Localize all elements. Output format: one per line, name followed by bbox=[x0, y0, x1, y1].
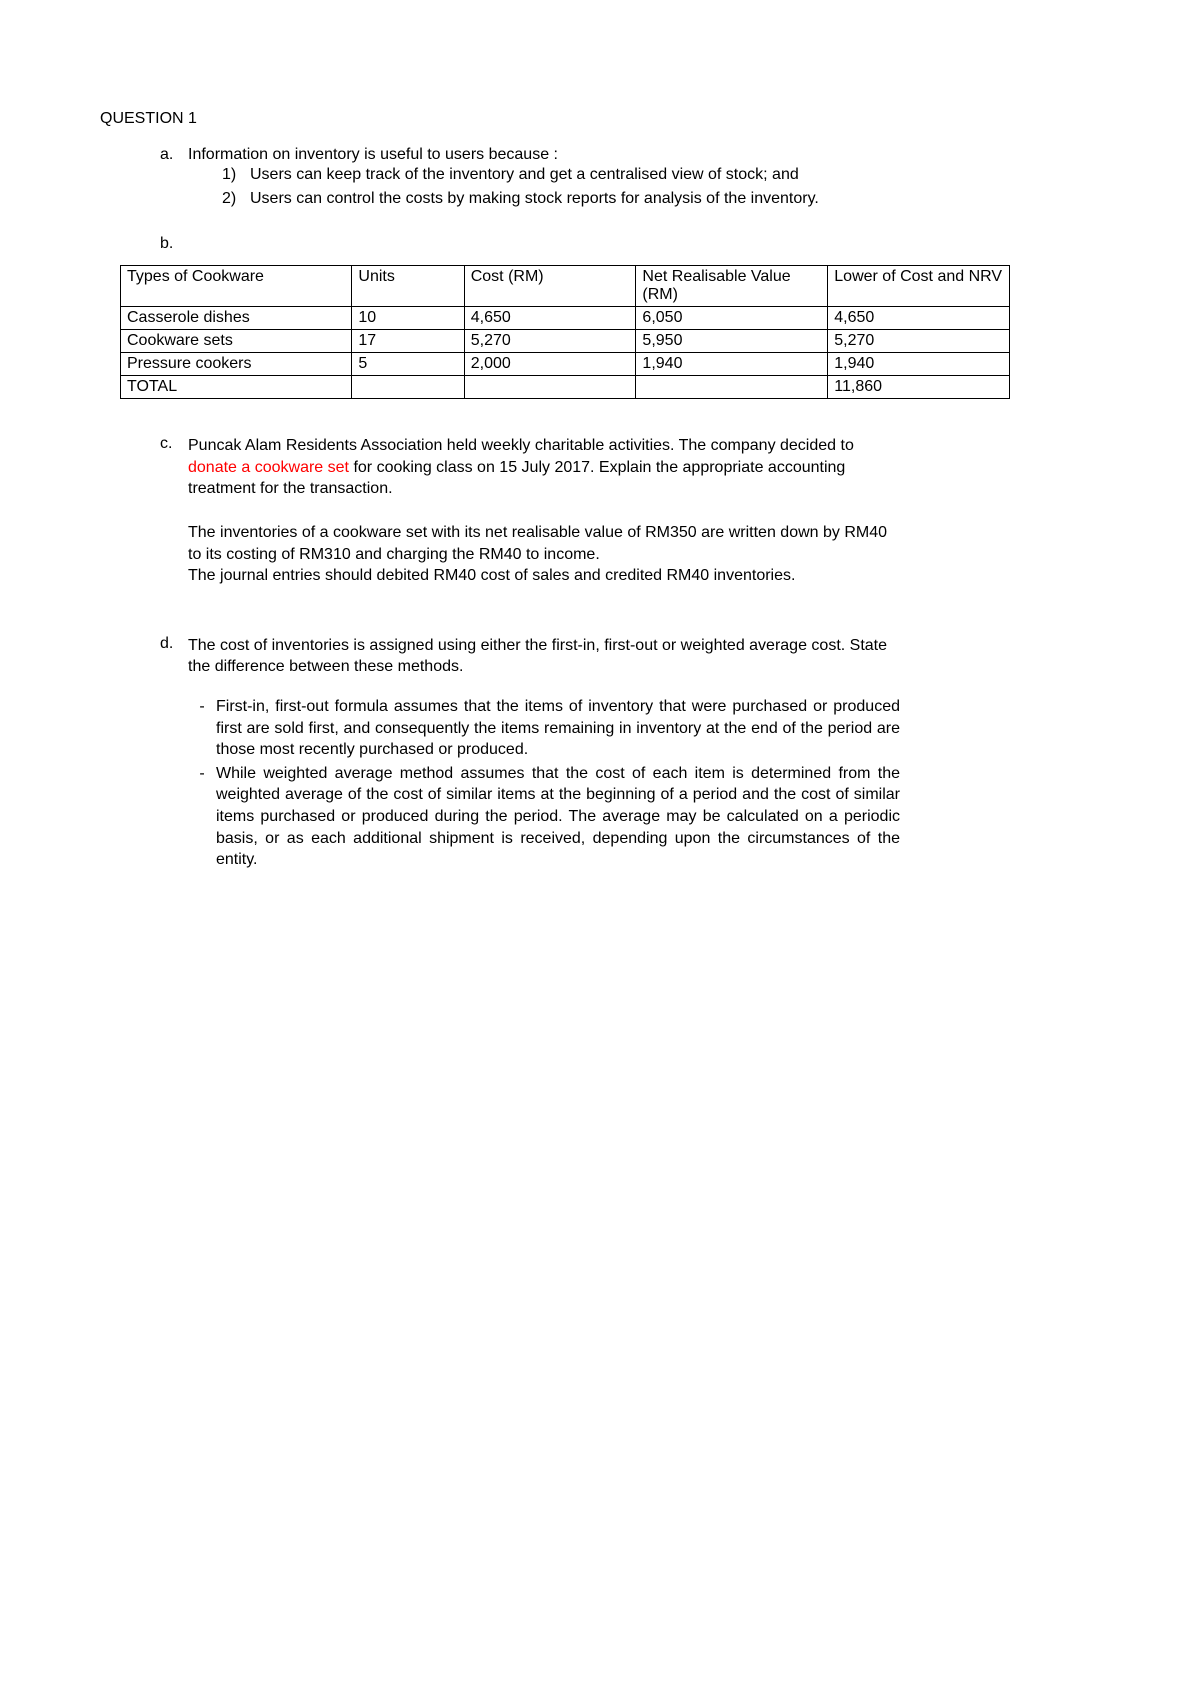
table-cell: 5,270 bbox=[464, 330, 636, 353]
section-d: d. The cost of inventories is assigned u… bbox=[100, 635, 900, 873]
col-header: Types of Cookware bbox=[121, 266, 352, 307]
table-cell: TOTAL bbox=[121, 376, 352, 399]
table-cell: 6,050 bbox=[636, 307, 828, 330]
table-row: Casserole dishes 10 4,650 6,050 4,650 bbox=[121, 307, 1010, 330]
col-header: Units bbox=[352, 266, 464, 307]
dash-text: First-in, first-out formula assumes that… bbox=[216, 696, 900, 761]
section-c-content: Puncak Alam Residents Association held w… bbox=[188, 435, 900, 587]
marker-b: b. bbox=[160, 235, 173, 252]
list-marker: 2) bbox=[222, 188, 250, 210]
marker-a: a. bbox=[160, 146, 188, 211]
section-c: c. Puncak Alam Residents Association hel… bbox=[100, 435, 900, 587]
col-header: Net Realisable Value (RM) bbox=[636, 266, 828, 307]
table-cell: 10 bbox=[352, 307, 464, 330]
section-c-answer2: The journal entries should debited RM40 … bbox=[188, 565, 900, 587]
table-cell: 17 bbox=[352, 330, 464, 353]
dash-marker: - bbox=[188, 763, 216, 871]
table-row: Pressure cookers 5 2,000 1,940 1,940 bbox=[121, 353, 1010, 376]
dash-text: While weighted average method assumes th… bbox=[216, 763, 900, 871]
marker-d: d. bbox=[160, 635, 188, 873]
section-c-question: Puncak Alam Residents Association held w… bbox=[188, 435, 900, 500]
section-a-content: Information on inventory is useful to us… bbox=[188, 146, 900, 211]
list-item: 2) Users can control the costs by making… bbox=[222, 188, 900, 210]
table-cell: Pressure cookers bbox=[121, 353, 352, 376]
table-cell bbox=[636, 376, 828, 399]
section-a-intro: Information on inventory is useful to us… bbox=[188, 146, 900, 164]
section-d-question: The cost of inventories is assigned usin… bbox=[188, 635, 900, 678]
table-row: Cookware sets 17 5,270 5,950 5,270 bbox=[121, 330, 1010, 353]
list-marker: 1) bbox=[222, 164, 250, 186]
col-header: Lower of Cost and NRV bbox=[828, 266, 1010, 307]
table-row-total: TOTAL 11,860 bbox=[121, 376, 1010, 399]
table-cell: 1,940 bbox=[636, 353, 828, 376]
table-cell: 1,940 bbox=[828, 353, 1010, 376]
dash-item: - While weighted average method assumes … bbox=[188, 763, 900, 871]
table-cell bbox=[464, 376, 636, 399]
list-item: 1) Users can keep track of the inventory… bbox=[222, 164, 900, 186]
section-c-answer1: The inventories of a cookware set with i… bbox=[188, 522, 900, 565]
table-cell: 4,650 bbox=[828, 307, 1010, 330]
q-pre: Puncak Alam Residents Association held w… bbox=[188, 437, 854, 454]
table-cell: 2,000 bbox=[464, 353, 636, 376]
section-d-dashlist: - First-in, first-out formula assumes th… bbox=[188, 696, 900, 871]
table-cell: 5,270 bbox=[828, 330, 1010, 353]
section-d-body: d. The cost of inventories is assigned u… bbox=[160, 635, 900, 873]
cookware-table: Types of Cookware Units Cost (RM) Net Re… bbox=[120, 265, 1010, 399]
section-d-content: The cost of inventories is assigned usin… bbox=[188, 635, 900, 873]
section-c-body: c. Puncak Alam Residents Association hel… bbox=[160, 435, 900, 587]
list-text: Users can keep track of the inventory an… bbox=[250, 164, 900, 186]
table-cell: 11,860 bbox=[828, 376, 1010, 399]
list-text: Users can control the costs by making st… bbox=[250, 188, 900, 210]
section-a: a. Information on inventory is useful to… bbox=[100, 146, 900, 211]
col-header: Cost (RM) bbox=[464, 266, 636, 307]
section-b: b. bbox=[100, 235, 900, 253]
section-a-numlist: 1) Users can keep track of the inventory… bbox=[188, 164, 900, 209]
table-cell: Cookware sets bbox=[121, 330, 352, 353]
marker-c: c. bbox=[160, 435, 188, 587]
table-header-row: Types of Cookware Units Cost (RM) Net Re… bbox=[121, 266, 1010, 307]
table-cell: 5 bbox=[352, 353, 464, 376]
table-cell: Casserole dishes bbox=[121, 307, 352, 330]
question-heading: QUESTION 1 bbox=[100, 110, 900, 128]
table-cell bbox=[352, 376, 464, 399]
q-highlight: donate a cookware set bbox=[188, 459, 349, 476]
table-cell: 4,650 bbox=[464, 307, 636, 330]
section-a-item: a. Information on inventory is useful to… bbox=[160, 146, 900, 211]
document-page: QUESTION 1 a. Information on inventory i… bbox=[0, 0, 1000, 973]
dash-item: - First-in, first-out formula assumes th… bbox=[188, 696, 900, 761]
table-cell: 5,950 bbox=[636, 330, 828, 353]
dash-marker: - bbox=[188, 696, 216, 761]
